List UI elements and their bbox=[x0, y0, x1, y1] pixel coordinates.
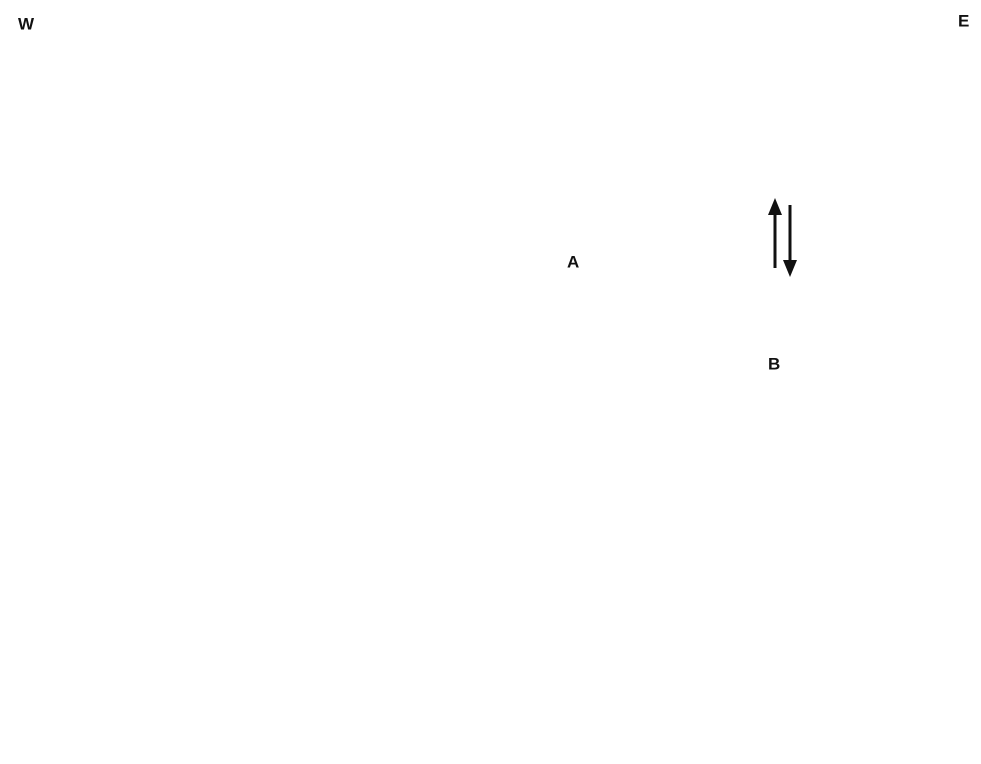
seismic-profile: W E A B bbox=[0, 0, 981, 764]
fault-arrows bbox=[768, 198, 797, 277]
west-label: W bbox=[18, 14, 35, 33]
point-b-label: B bbox=[768, 354, 780, 373]
point-a-label: A bbox=[567, 252, 579, 271]
east-label: E bbox=[958, 11, 969, 30]
